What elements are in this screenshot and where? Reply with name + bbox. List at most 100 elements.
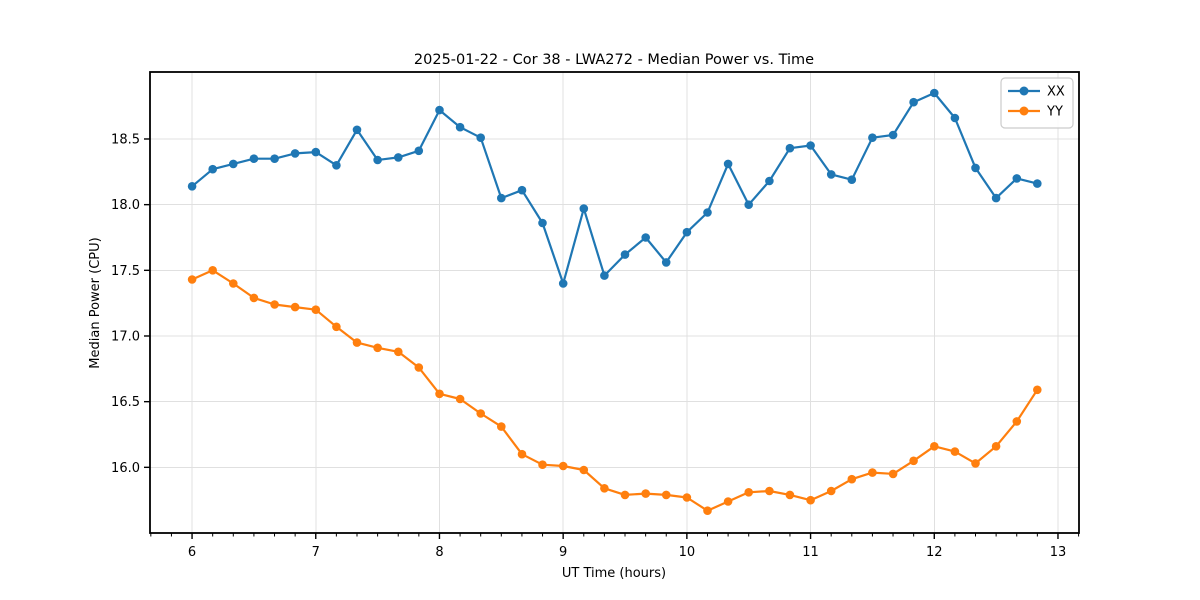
series-line-xx bbox=[191, 91, 1039, 285]
x-tick-label: 6 bbox=[188, 545, 196, 560]
data-point-xx bbox=[909, 97, 918, 107]
data-point-yy bbox=[971, 459, 980, 468]
data-point-yy bbox=[641, 489, 650, 498]
gridlines bbox=[150, 72, 1079, 533]
y-tick-label: 17.5 bbox=[111, 264, 140, 279]
data-point-yy bbox=[187, 275, 197, 284]
data-point-yy bbox=[826, 486, 836, 496]
data-point-xx bbox=[1012, 174, 1022, 183]
data-point-yy bbox=[394, 347, 403, 357]
data-point-xx bbox=[661, 258, 671, 267]
data-point-yy bbox=[744, 488, 753, 497]
data-point-yy bbox=[208, 266, 217, 275]
x-tick-label: 12 bbox=[926, 545, 943, 560]
data-point-yy bbox=[765, 486, 774, 496]
data-point-yy bbox=[455, 394, 465, 404]
legend: XX YY bbox=[1000, 77, 1074, 129]
data-point-yy bbox=[847, 474, 857, 484]
data-point-yy bbox=[785, 490, 795, 500]
tick-labels: 6 7 8 9 10 11 12 13 16.0 16.5 17.0 17.5 18.0 18.5 bbox=[111, 132, 1066, 560]
data-point-xx bbox=[311, 147, 321, 157]
y-tick-label: 18.5 bbox=[111, 132, 140, 147]
data-point-xx bbox=[538, 218, 547, 228]
data-point-xx bbox=[290, 149, 300, 158]
data-point-yy bbox=[270, 300, 279, 309]
data-point-xx bbox=[971, 163, 980, 173]
y-tick-label: 18.0 bbox=[111, 198, 140, 213]
x-axis-label: UT Time (hours) bbox=[562, 566, 666, 581]
data-point-xx bbox=[723, 159, 733, 169]
legend-label-yy: YY bbox=[1046, 105, 1063, 120]
data-point-xx bbox=[208, 164, 217, 174]
data-point-xx bbox=[558, 279, 568, 288]
data-point-yy bbox=[290, 302, 300, 312]
data-point-xx bbox=[641, 233, 650, 242]
data-point-xx bbox=[868, 133, 877, 142]
x-tick-label: 9 bbox=[559, 545, 567, 560]
x-tick-label: 11 bbox=[802, 545, 819, 560]
data-point-xx bbox=[394, 153, 403, 162]
data-point-yy bbox=[888, 469, 898, 479]
data-point-xx bbox=[517, 185, 527, 195]
y-tick-label: 16.0 bbox=[111, 461, 140, 476]
data-point-xx bbox=[765, 176, 774, 186]
data-point-xx bbox=[826, 170, 836, 179]
legend-label-xx: XX bbox=[1047, 85, 1065, 100]
data-point-yy bbox=[1012, 417, 1022, 426]
legend-sample-marker-xx bbox=[1019, 86, 1029, 96]
data-point-xx bbox=[332, 161, 341, 170]
data-point-xx bbox=[229, 159, 238, 169]
x-tick-label: 8 bbox=[435, 545, 443, 560]
data-point-xx bbox=[476, 133, 486, 142]
y-axis-label: Median Power (CPU) bbox=[88, 237, 103, 368]
data-point-yy bbox=[229, 279, 238, 288]
data-point-xx bbox=[950, 113, 960, 123]
data-point-yy bbox=[806, 495, 815, 505]
data-point-xx bbox=[930, 88, 939, 98]
data-point-xx bbox=[414, 146, 424, 156]
chart-title: 2025-01-22 - Cor 38 - LWA272 - Median Po… bbox=[414, 52, 814, 68]
axis-ticks bbox=[144, 138, 1080, 539]
data-point-xx bbox=[270, 154, 279, 163]
legend-sample-marker-yy bbox=[1019, 106, 1029, 116]
x-tick-label: 13 bbox=[1050, 545, 1067, 560]
data-point-xx bbox=[888, 130, 898, 140]
data-point-yy bbox=[682, 493, 692, 502]
data-point-xx bbox=[991, 193, 1001, 203]
data-point-yy bbox=[373, 343, 382, 353]
data-point-xx bbox=[579, 204, 589, 213]
data-point-xx bbox=[497, 193, 506, 203]
data-point-yy bbox=[558, 461, 568, 471]
data-point-yy bbox=[538, 460, 547, 470]
data-point-yy bbox=[497, 422, 506, 431]
data-point-yy bbox=[703, 506, 712, 515]
data-point-xx bbox=[373, 155, 382, 165]
data-point-xx bbox=[703, 208, 712, 217]
data-point-xx bbox=[744, 200, 753, 209]
data-point-yy bbox=[991, 442, 1001, 451]
data-point-xx bbox=[352, 125, 362, 135]
data-point-yy bbox=[332, 322, 341, 332]
data-point-yy bbox=[476, 409, 486, 418]
data-point-yy bbox=[950, 447, 960, 456]
data-point-xx bbox=[806, 141, 815, 150]
data-point-xx bbox=[249, 154, 259, 163]
data-point-xx bbox=[682, 227, 692, 237]
data-point-yy bbox=[723, 497, 733, 506]
data-point-xx bbox=[455, 122, 465, 132]
series-line-yy bbox=[191, 269, 1039, 512]
data-point-xx bbox=[785, 143, 795, 153]
data-point-yy bbox=[930, 442, 939, 451]
data-point-xx bbox=[600, 271, 609, 280]
data-point-yy bbox=[909, 456, 918, 466]
data-point-yy bbox=[311, 305, 321, 315]
data-point-yy bbox=[517, 449, 527, 459]
plot-border bbox=[149, 71, 1080, 534]
data-point-xx bbox=[1033, 179, 1042, 188]
y-tick-label: 16.5 bbox=[111, 395, 140, 410]
data-point-yy bbox=[249, 293, 259, 303]
data-point-yy bbox=[352, 338, 362, 347]
data-point-yy bbox=[620, 490, 630, 500]
